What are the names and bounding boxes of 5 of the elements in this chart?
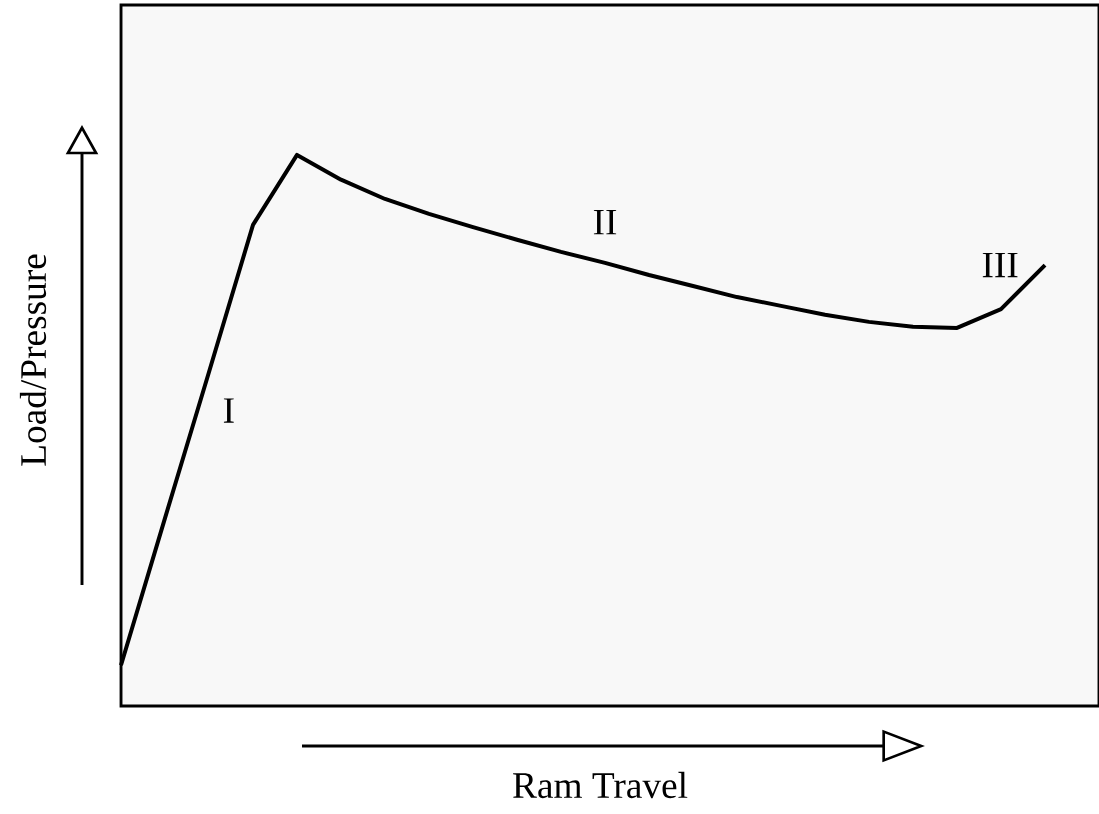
- x-axis-title: Ram Travel: [513, 771, 688, 799]
- annotation: II: [593, 209, 617, 235]
- annotation: I: [223, 398, 234, 423]
- y-axis-title: Load/Pressure: [19, 254, 47, 466]
- annotation: III: [982, 252, 1018, 278]
